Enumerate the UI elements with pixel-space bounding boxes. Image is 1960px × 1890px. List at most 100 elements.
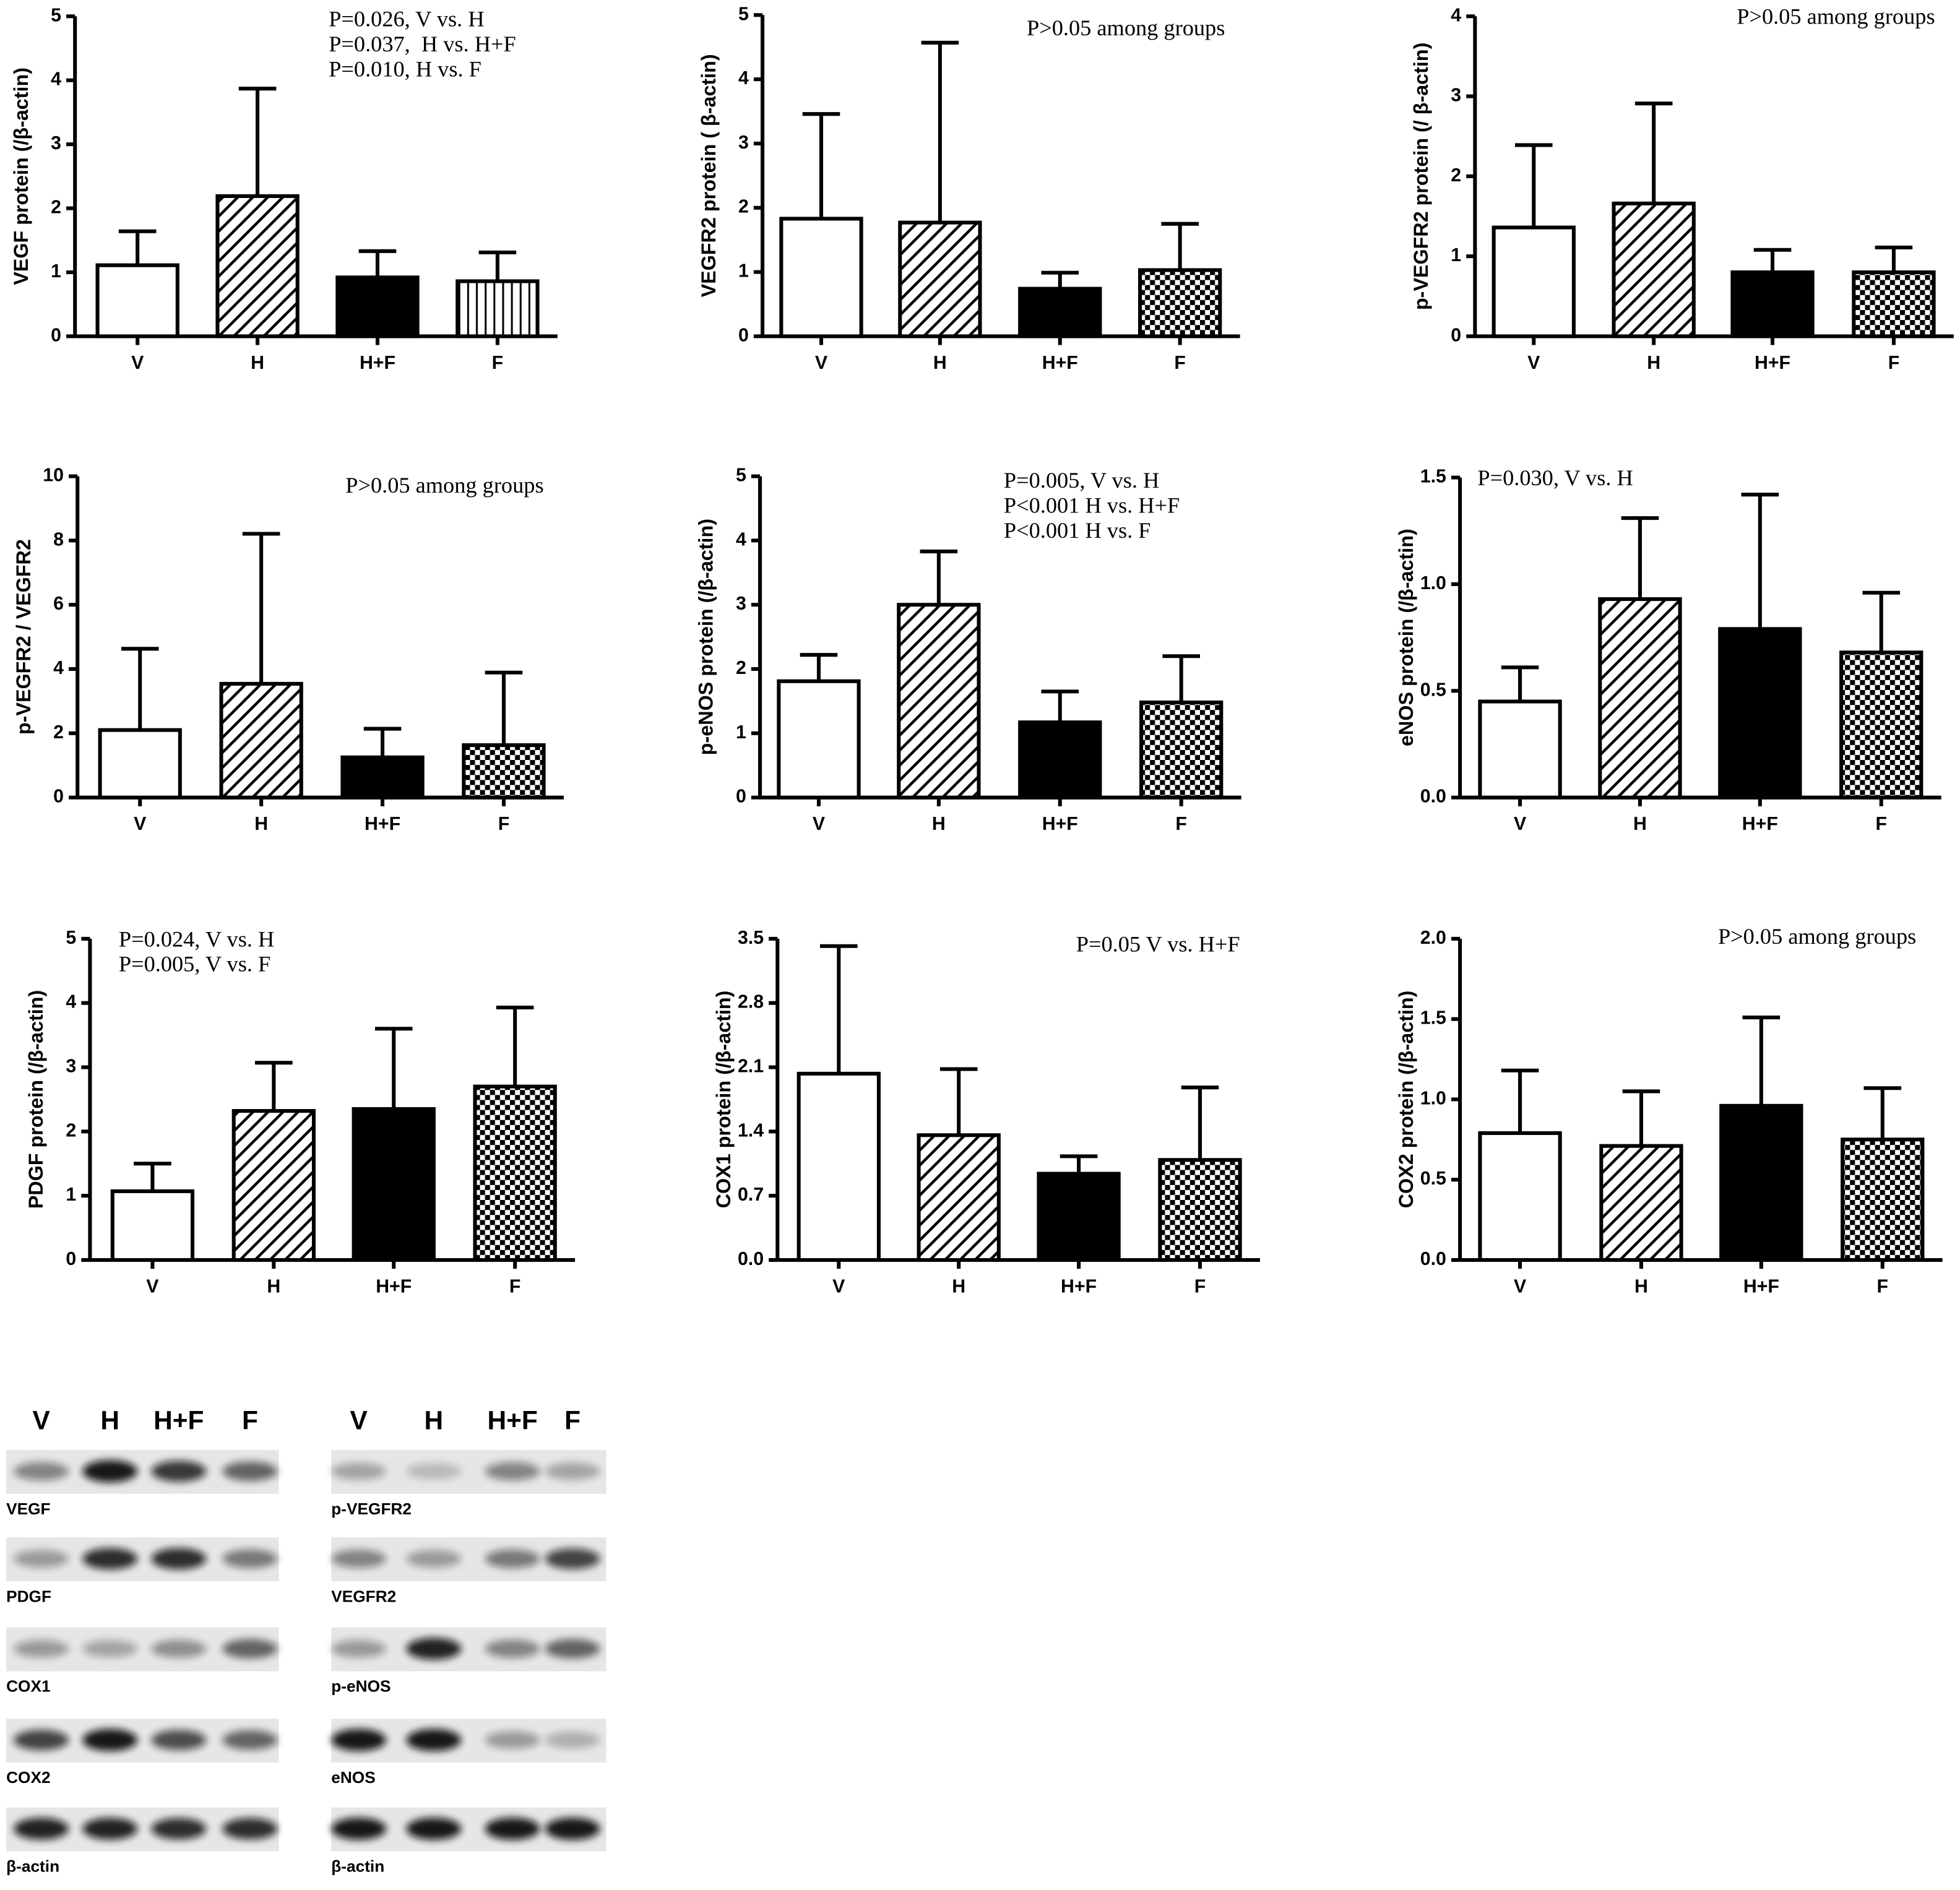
y-axis-label: PDGF protein (/β-actin) <box>25 990 47 1209</box>
y-tick-label: 1 <box>66 1184 76 1205</box>
bar <box>1037 1172 1121 1262</box>
y-tick-label: 5 <box>738 4 749 24</box>
blot-label: COX1 <box>6 1677 50 1696</box>
blot-band <box>222 1549 278 1568</box>
y-tick-label: 0 <box>53 787 64 807</box>
bar <box>335 275 420 339</box>
y-tick-label: 0 <box>51 325 61 345</box>
y-tick-label: 4 <box>736 529 746 550</box>
bar <box>340 755 425 800</box>
chart: 0 1 2 3 4 5 VEGF protein (/β-actin) V H H+F F P=0.0… <box>10 5 558 373</box>
x-tick-label: H+F <box>1755 353 1790 373</box>
lane-label: H+F <box>487 1406 537 1435</box>
x-tick-label: V <box>131 353 144 373</box>
lane-label: V <box>350 1406 368 1435</box>
bar <box>231 1109 316 1262</box>
annotation: P=0.010, H vs. F <box>329 57 481 82</box>
blot-band <box>406 1462 462 1480</box>
blot-band <box>331 1462 387 1480</box>
x-tick-label: F <box>492 353 504 373</box>
bar <box>1139 700 1224 800</box>
annotation: P=0.024, V vs. H <box>119 926 274 951</box>
blot-label: β-actin <box>331 1857 384 1876</box>
annotation: P<0.001 H vs. F <box>1004 518 1151 543</box>
y-tick-label: 5 <box>66 928 76 948</box>
bar <box>1158 1158 1242 1262</box>
blot-band <box>485 1639 540 1658</box>
y-tick-label: 0 <box>736 787 746 807</box>
y-tick-label: 3 <box>66 1056 76 1077</box>
bar <box>473 1084 557 1262</box>
x-tick-label: V <box>815 353 827 373</box>
x-tick-label: V <box>832 1276 845 1297</box>
x-tick-label: H+F <box>1042 353 1078 373</box>
bar <box>1492 225 1576 339</box>
y-tick-label: 0 <box>66 1249 76 1269</box>
x-tick-label: H+F <box>1742 814 1778 834</box>
y-tick-label: 0.0 <box>1420 1249 1446 1269</box>
blot-band <box>331 1549 387 1568</box>
y-tick-label: 4 <box>1451 5 1461 25</box>
y-tick-label: 0.0 <box>738 1249 764 1269</box>
blot-band <box>331 1728 387 1751</box>
blot-label: COX2 <box>6 1768 50 1787</box>
y-tick-label: 0 <box>738 325 749 345</box>
bar <box>1612 201 1696 339</box>
y-tick-label: 3 <box>1451 85 1461 106</box>
blot-band <box>14 1639 69 1658</box>
bar <box>1478 1131 1562 1262</box>
bar <box>1138 268 1222 339</box>
y-axis-label: eNOS protein (/β-actin) <box>1395 529 1417 746</box>
blot-band <box>331 1818 387 1840</box>
y-tick-label: 2 <box>51 197 61 218</box>
x-tick-label: V <box>1514 814 1526 834</box>
y-tick-label: 0 <box>1451 325 1461 345</box>
x-tick-label: H+F <box>365 814 400 834</box>
y-tick-label: 4 <box>738 68 749 88</box>
annotation: P<0.001 H vs. H+F <box>1004 493 1180 517</box>
blot-band <box>222 1818 278 1840</box>
blot-band <box>82 1460 138 1483</box>
y-tick-label: 1 <box>736 722 746 743</box>
y-tick-label: 1.5 <box>1420 1008 1446 1029</box>
y-tick-label: 2.0 <box>1420 928 1446 948</box>
x-tick-label: V <box>146 1276 158 1297</box>
x-tick-label: H+F <box>1042 814 1078 834</box>
blot-panel: V H H+F Fp-VEGFR2 VEGFR2 p-eNOS eNOS β-actin <box>331 1406 607 1876</box>
y-tick-label: 2.8 <box>738 992 764 1012</box>
x-tick-label: F <box>509 1276 521 1297</box>
blot-band <box>222 1461 278 1482</box>
bar <box>98 728 182 800</box>
blot-band <box>485 1731 540 1749</box>
chart: 0.0 0.5 1.0 1.5 eNOS protein (/β-actin) V H H+F… <box>1395 465 1941 834</box>
y-tick-label: 3 <box>736 593 746 614</box>
blot-label: PDGF <box>6 1587 51 1605</box>
annotation: P=0.005, V vs. F <box>119 952 270 977</box>
blot-band <box>406 1818 462 1840</box>
y-tick-label: 0.0 <box>1420 787 1446 807</box>
bar <box>1478 699 1562 800</box>
x-tick-label: H+F <box>376 1276 412 1297</box>
x-tick-label: H <box>1647 353 1660 373</box>
lane-label: V <box>33 1406 50 1435</box>
y-tick-label: 4 <box>53 658 64 678</box>
y-tick-label: 3.5 <box>738 928 764 948</box>
x-tick-label: F <box>1175 814 1187 834</box>
y-tick-label: 2 <box>736 658 746 678</box>
bar <box>110 1189 195 1262</box>
blot-band <box>406 1638 462 1660</box>
bar <box>95 263 179 339</box>
bar <box>352 1107 436 1262</box>
blot-band <box>14 1550 69 1568</box>
x-tick-label: F <box>1876 814 1888 834</box>
blot-label: eNOS <box>331 1768 375 1787</box>
lane-label: H <box>425 1406 444 1435</box>
y-tick-label: 4 <box>66 992 76 1012</box>
chart: 0 2 4 6 8 10 p-VEGFR2 / VEGFR2 V H H+F F P>0.05 amo… <box>12 465 564 834</box>
x-tick-label: H+F <box>1743 1276 1779 1297</box>
y-tick-label: 2 <box>738 197 749 217</box>
y-tick-label: 1.0 <box>1420 1088 1446 1108</box>
chart: 0 1 2 3 4 5 VEGFR2 protein ( β-actin) V H H+F F P>0… <box>697 4 1240 373</box>
bar <box>898 220 982 339</box>
annotation: P=0.030, V vs. H <box>1477 465 1633 490</box>
